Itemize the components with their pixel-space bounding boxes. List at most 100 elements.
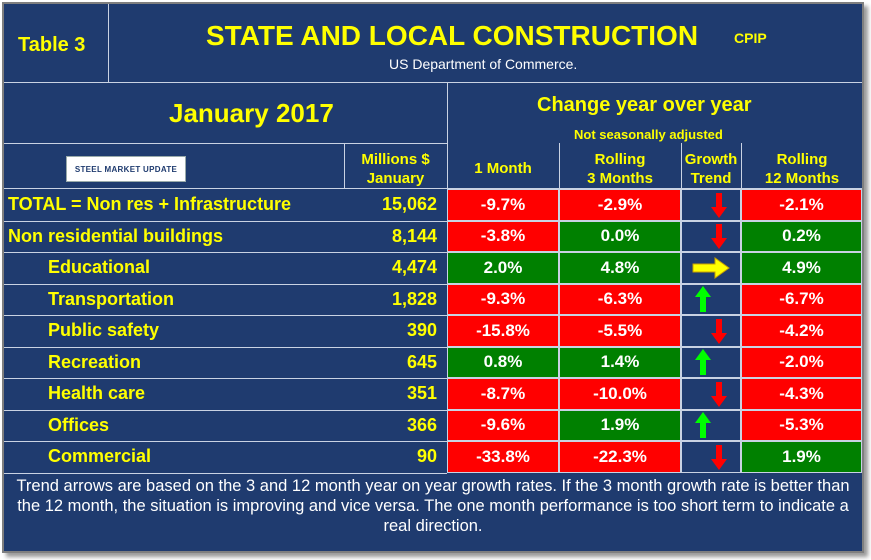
trend-cell	[681, 220, 741, 252]
row-millions-value: 351	[406, 383, 437, 403]
cell-rolling3: 0.0%	[559, 220, 681, 252]
cell-one-month: 2.0%	[447, 252, 559, 284]
trend-up-arrow-icon	[695, 349, 711, 376]
trend-cell	[681, 441, 741, 473]
cell-rolling3: 1.9%	[559, 409, 681, 441]
table-frame: Table 3 STATE AND LOCAL CONSTRUCTION CPI…	[2, 2, 864, 553]
row-millions-value: 390	[406, 320, 437, 340]
divider	[344, 143, 345, 188]
col-header-rolling3-line2: 3 Months	[587, 170, 653, 187]
cell-rolling12: -5.3%	[741, 409, 862, 441]
trend-cell	[681, 283, 741, 315]
trend-cell	[681, 346, 741, 378]
row-divider	[4, 346, 447, 348]
cell-one-month: 0.8%	[447, 346, 559, 378]
cell-rolling3: -10.0%	[559, 378, 681, 410]
cell-rolling3: 4.8%	[559, 252, 681, 284]
row-divider	[4, 252, 447, 253]
divider	[4, 82, 862, 83]
trend-up-arrow-icon	[695, 286, 711, 313]
row-label: TOTAL = Non res + Infrastructure	[8, 194, 292, 214]
divider	[447, 82, 448, 188]
row-divider	[4, 378, 447, 379]
title-tag: CPIP	[734, 30, 767, 46]
divider	[681, 143, 682, 188]
change-header: Change year over year	[537, 94, 752, 116]
row-millions-value: 15,062	[381, 194, 437, 214]
cell-rolling12: 0.2%	[741, 220, 862, 252]
col-header-rolling3-line1: Rolling	[594, 151, 646, 168]
divider	[4, 188, 862, 189]
row-millions-value: 366	[406, 414, 437, 435]
cell-rolling12: -2.1%	[741, 189, 862, 221]
row-label: Transportation	[48, 288, 175, 309]
cell-one-month: -9.7%	[447, 189, 559, 221]
trend-down-arrow-icon	[711, 318, 727, 344]
divider	[108, 4, 109, 82]
divider	[4, 143, 447, 144]
trend-down-arrow-icon	[711, 192, 727, 218]
trend-cell	[681, 409, 741, 441]
subtitle: US Department of Commerce.	[389, 56, 578, 72]
col-header-rolling3: Rolling 3 Months	[559, 150, 681, 188]
cell-rolling12: -4.3%	[741, 378, 862, 410]
row-divider	[4, 472, 447, 474]
col-header-rolling12-line2: 12 Months	[764, 170, 840, 187]
col-header-rolling12: Rolling 12 Months	[741, 150, 863, 188]
row-divider	[4, 315, 447, 316]
trend-down-arrow-icon	[711, 224, 727, 250]
row-label: Educational	[48, 257, 151, 277]
trend-up-arrow-icon	[695, 412, 711, 439]
cell-rolling3: -6.3%	[559, 283, 681, 315]
row-millions-value: 8,144	[391, 225, 437, 246]
divider	[559, 143, 560, 188]
row-label: Recreation	[48, 351, 142, 372]
trend-down-arrow-icon	[711, 224, 727, 250]
col-header-millions: Millions $ January	[344, 150, 447, 188]
page-title: STATE AND LOCAL CONSTRUCTION	[206, 20, 699, 51]
row-millions-value: 4,474	[391, 257, 437, 277]
row-label: Offices	[48, 414, 110, 435]
trend-up-arrow-icon	[695, 349, 711, 376]
cell-rolling12: -4.2%	[741, 315, 862, 347]
trend-down-arrow-icon	[711, 444, 727, 470]
col-header-trend-line1: Growth	[684, 151, 738, 168]
trend-down-arrow-icon	[711, 381, 727, 407]
cell-one-month: -8.7%	[447, 378, 559, 410]
cell-rolling12: -6.7%	[741, 283, 862, 315]
cell-one-month: -3.8%	[447, 220, 559, 252]
cell-rolling3: 1.4%	[559, 346, 681, 378]
row-label: Commercial	[48, 446, 152, 466]
trend-cell	[681, 378, 741, 410]
cell-one-month: -9.6%	[447, 409, 559, 441]
row-label: Non residential buildings	[8, 225, 224, 246]
row-divider	[4, 283, 447, 285]
cell-rolling3: -2.9%	[559, 189, 681, 221]
trend-cell	[681, 252, 741, 284]
trend-cell	[681, 315, 741, 347]
trend-up-arrow-icon	[695, 412, 711, 439]
row-divider	[4, 441, 447, 442]
col-header-one-month: 1 Month	[474, 160, 532, 177]
steel-market-update-logo: STEEL MARKET UPDATE	[66, 156, 186, 182]
cell-one-month: -9.3%	[447, 283, 559, 315]
col-header-trend-line2: Trend	[690, 170, 732, 187]
row-millions-value: 90	[416, 446, 437, 466]
cell-rolling12: 4.9%	[741, 252, 862, 284]
row-millions-value: 1,828	[391, 288, 437, 309]
cell-rolling12: 1.9%	[741, 441, 862, 473]
footnote: Trend arrows are based on the 3 and 12 m…	[16, 477, 850, 535]
trend-down-arrow-icon	[711, 192, 727, 218]
col-header-millions-line1: Millions $	[361, 151, 430, 168]
cell-one-month: -15.8%	[447, 315, 559, 347]
divider	[741, 143, 742, 188]
row-label: Public safety	[48, 320, 160, 340]
table-label: Table 3	[18, 34, 86, 56]
col-header-millions-line2: January	[366, 170, 425, 187]
trend-down-arrow-icon	[711, 444, 727, 470]
col-header-trend: Growth Trend	[681, 150, 741, 188]
row-millions-value: 645	[406, 351, 437, 372]
period-label: January 2017	[169, 98, 334, 128]
trend-cell	[681, 189, 741, 221]
trend-down-arrow-icon	[711, 318, 727, 344]
